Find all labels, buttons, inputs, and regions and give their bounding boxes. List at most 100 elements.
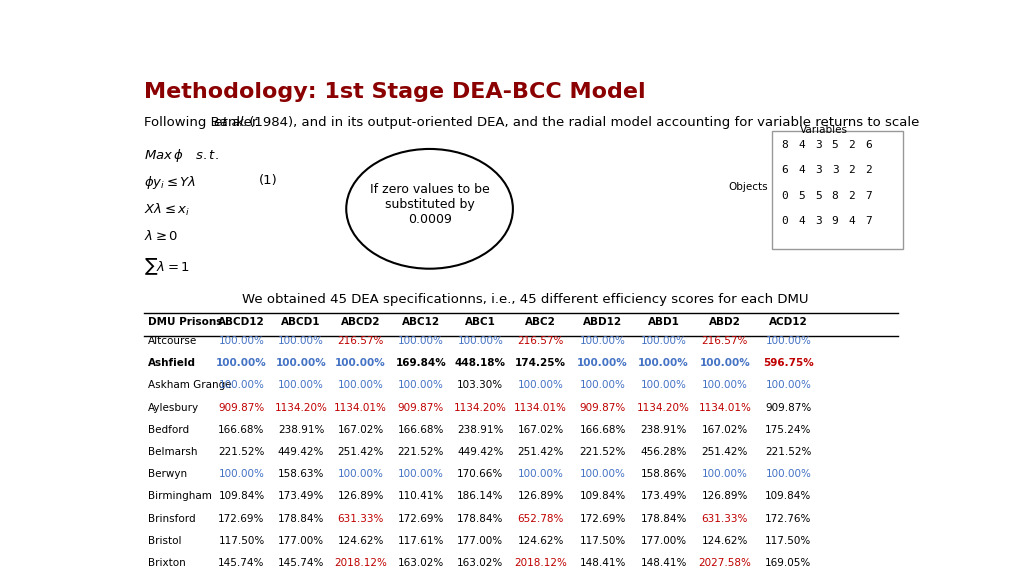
Text: 449.42%: 449.42% xyxy=(457,447,504,457)
Text: 103.30%: 103.30% xyxy=(458,381,504,391)
Text: 100.00%: 100.00% xyxy=(218,469,264,479)
Text: 172.69%: 172.69% xyxy=(397,514,444,524)
Text: 4: 4 xyxy=(799,216,805,226)
Text: 6: 6 xyxy=(781,165,788,175)
Text: 2027.58%: 2027.58% xyxy=(698,558,752,568)
Text: 1134.01%: 1134.01% xyxy=(698,403,752,412)
Text: 251.42%: 251.42% xyxy=(517,447,564,457)
Text: 3: 3 xyxy=(815,140,822,150)
Text: 7: 7 xyxy=(865,216,871,226)
Text: 221.52%: 221.52% xyxy=(765,447,811,457)
Text: 100.00%: 100.00% xyxy=(641,336,687,346)
Text: ABCD2: ABCD2 xyxy=(341,317,380,327)
Text: 163.02%: 163.02% xyxy=(458,558,504,568)
Text: Askham Grange: Askham Grange xyxy=(147,381,231,391)
Text: 251.42%: 251.42% xyxy=(337,447,384,457)
Text: 169.05%: 169.05% xyxy=(765,558,811,568)
Text: 216.57%: 216.57% xyxy=(517,336,564,346)
Text: 2: 2 xyxy=(849,140,855,150)
Text: 4: 4 xyxy=(849,216,855,226)
Text: 100.00%: 100.00% xyxy=(518,381,563,391)
Text: 2018.12%: 2018.12% xyxy=(514,558,567,568)
Text: 7: 7 xyxy=(865,191,871,200)
Text: Brixton: Brixton xyxy=(147,558,185,568)
Text: 6: 6 xyxy=(865,140,871,150)
Text: 631.33%: 631.33% xyxy=(701,514,748,524)
Text: 148.41%: 148.41% xyxy=(580,558,626,568)
Text: 100.00%: 100.00% xyxy=(765,336,811,346)
Text: 166.68%: 166.68% xyxy=(218,425,264,435)
Text: 170.66%: 170.66% xyxy=(458,469,504,479)
Text: Following Banker: Following Banker xyxy=(143,116,261,128)
Text: 216.57%: 216.57% xyxy=(701,336,748,346)
Text: 631.33%: 631.33% xyxy=(337,514,384,524)
Text: 8: 8 xyxy=(781,140,788,150)
Text: Variables: Variables xyxy=(800,124,848,135)
Text: 251.42%: 251.42% xyxy=(701,447,748,457)
Text: 1134.20%: 1134.20% xyxy=(637,403,690,412)
Text: We obtained 45 DEA specificationns, i.e., 45 different efficiency scores for eac: We obtained 45 DEA specificationns, i.e.… xyxy=(242,293,808,306)
Text: 448.18%: 448.18% xyxy=(455,358,506,368)
Text: 5: 5 xyxy=(831,140,839,150)
Text: 100.00%: 100.00% xyxy=(218,381,264,391)
Text: 221.52%: 221.52% xyxy=(218,447,264,457)
Text: 173.49%: 173.49% xyxy=(278,491,325,501)
Text: 221.52%: 221.52% xyxy=(397,447,444,457)
Text: Objects: Objects xyxy=(729,181,768,192)
Text: ACD12: ACD12 xyxy=(769,317,808,327)
Text: 172.76%: 172.76% xyxy=(765,514,811,524)
Text: 1134.20%: 1134.20% xyxy=(274,403,328,412)
Text: 652.78%: 652.78% xyxy=(517,514,564,524)
Text: $\sum\lambda = 1$: $\sum\lambda = 1$ xyxy=(143,257,189,278)
Text: $\lambda \geq 0$: $\lambda \geq 0$ xyxy=(143,229,178,243)
Text: Aylesbury: Aylesbury xyxy=(147,403,199,412)
Text: 109.84%: 109.84% xyxy=(580,491,626,501)
Text: 3: 3 xyxy=(815,165,822,175)
Text: 100.00%: 100.00% xyxy=(279,336,324,346)
Text: 100.00%: 100.00% xyxy=(279,381,324,391)
Text: ABD2: ABD2 xyxy=(709,317,740,327)
Text: 100.00%: 100.00% xyxy=(398,336,443,346)
Text: 456.28%: 456.28% xyxy=(640,447,687,457)
Text: 186.14%: 186.14% xyxy=(457,491,504,501)
Text: 166.68%: 166.68% xyxy=(580,425,626,435)
Text: 100.00%: 100.00% xyxy=(338,469,383,479)
Text: 100.00%: 100.00% xyxy=(398,469,443,479)
Text: 109.84%: 109.84% xyxy=(765,491,811,501)
Text: Belmarsh: Belmarsh xyxy=(147,447,198,457)
Text: 5: 5 xyxy=(815,191,822,200)
Text: ABCD1: ABCD1 xyxy=(282,317,321,327)
Text: 100.00%: 100.00% xyxy=(398,381,443,391)
Text: 8: 8 xyxy=(831,191,839,200)
Text: 100.00%: 100.00% xyxy=(580,381,626,391)
Text: 100.00%: 100.00% xyxy=(701,469,748,479)
Text: 4: 4 xyxy=(799,165,805,175)
Text: 172.69%: 172.69% xyxy=(580,514,626,524)
Text: 100.00%: 100.00% xyxy=(578,358,628,368)
Text: 178.84%: 178.84% xyxy=(278,514,325,524)
Text: 9: 9 xyxy=(831,216,839,226)
Text: 100.00%: 100.00% xyxy=(218,336,264,346)
Text: 124.62%: 124.62% xyxy=(517,536,564,545)
Text: 177.00%: 177.00% xyxy=(641,536,687,545)
Text: $Max\,\phi\quad s.t.$: $Max\,\phi\quad s.t.$ xyxy=(143,147,219,164)
Text: 100.00%: 100.00% xyxy=(338,381,383,391)
Text: Bristol: Bristol xyxy=(147,536,181,545)
Text: 0: 0 xyxy=(781,191,788,200)
Text: ABC2: ABC2 xyxy=(525,317,556,327)
Text: 238.91%: 238.91% xyxy=(457,425,504,435)
Text: 100.00%: 100.00% xyxy=(765,469,811,479)
Text: 126.89%: 126.89% xyxy=(337,491,384,501)
Text: 124.62%: 124.62% xyxy=(701,536,748,545)
Text: Birmingham: Birmingham xyxy=(147,491,212,501)
Text: Methodology: 1st Stage DEA-BCC Model: Methodology: 1st Stage DEA-BCC Model xyxy=(143,82,645,103)
Text: 100.00%: 100.00% xyxy=(458,336,503,346)
Text: 2: 2 xyxy=(849,191,855,200)
Text: 100.00%: 100.00% xyxy=(641,381,687,391)
Text: 110.41%: 110.41% xyxy=(397,491,444,501)
Text: 1134.01%: 1134.01% xyxy=(514,403,567,412)
Text: 5: 5 xyxy=(799,191,805,200)
Text: 909.87%: 909.87% xyxy=(397,403,444,412)
Text: ABCD12: ABCD12 xyxy=(218,317,265,327)
Text: 169.84%: 169.84% xyxy=(395,358,446,368)
